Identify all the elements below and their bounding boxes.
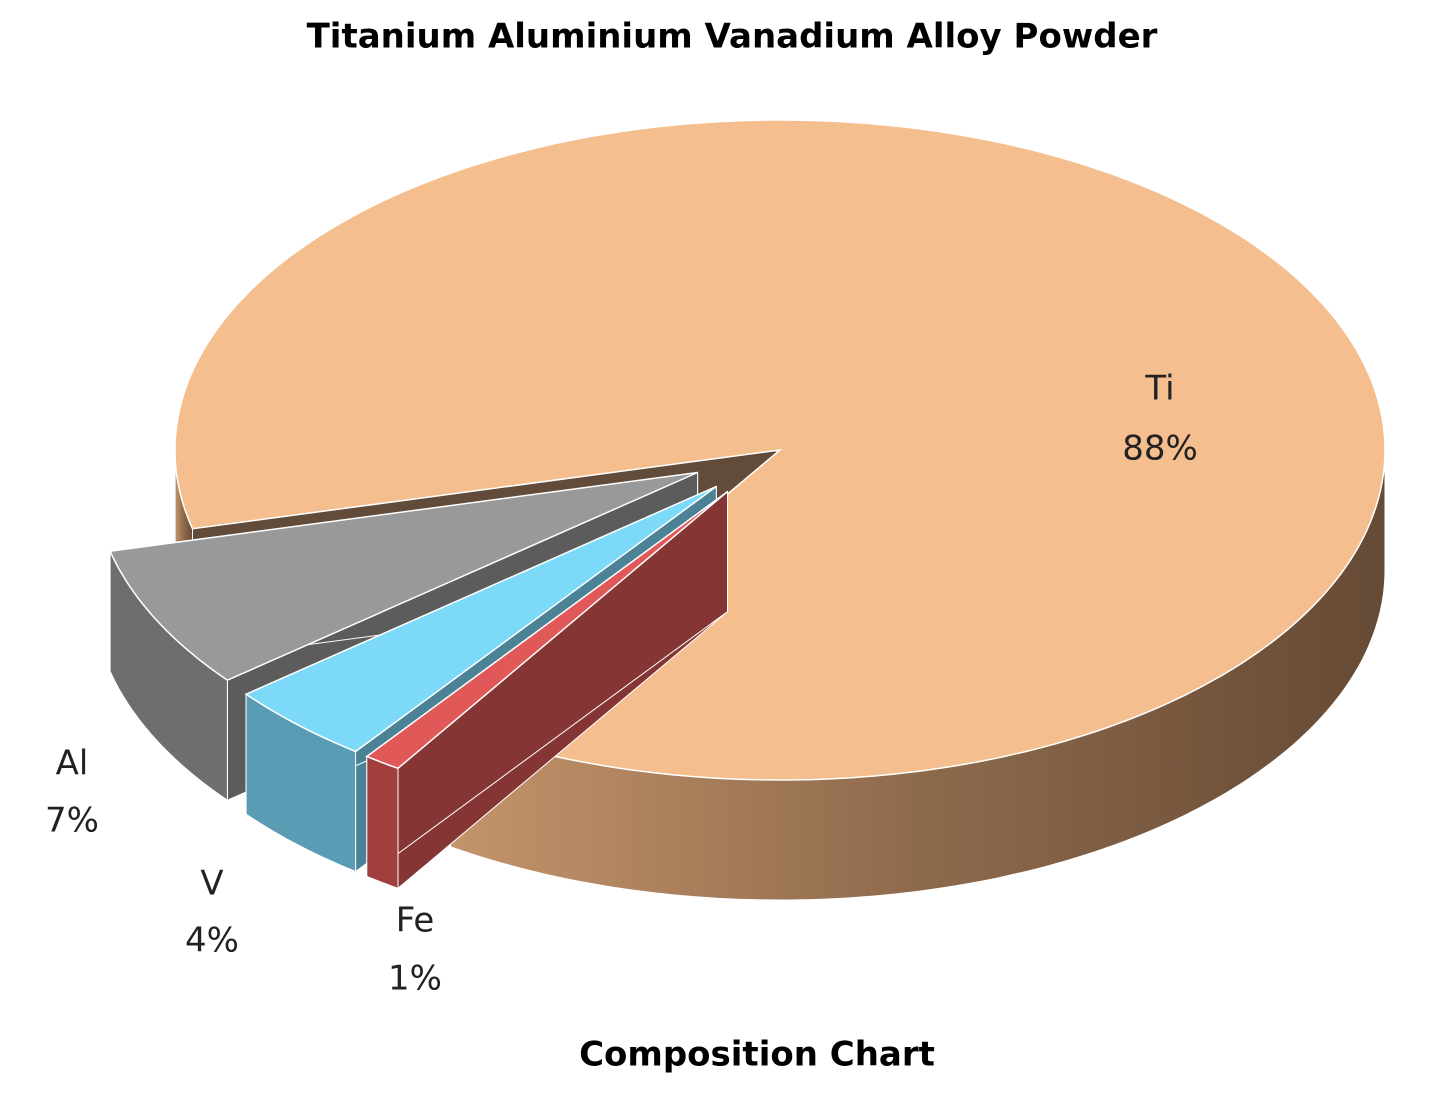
chart-title: Titanium Aluminium Vanadium Alloy Powder	[307, 17, 1158, 57]
slice-value-label: 88%	[1122, 429, 1198, 469]
slice-value-label: 4%	[185, 921, 239, 961]
pie-slice	[244, 485, 717, 753]
slice-label: V	[200, 864, 223, 904]
pie-slice	[108, 471, 698, 682]
slice-value-label: 1%	[388, 959, 442, 999]
pie-slice	[174, 119, 1386, 781]
slice-label: Fe	[396, 901, 435, 941]
slice-value-label: 7%	[45, 801, 99, 841]
slice-rim	[366, 755, 399, 890]
slice-label: Ti	[1144, 369, 1174, 409]
chart-subtitle: Composition Chart	[579, 1035, 935, 1075]
slice-label: Al	[56, 744, 89, 784]
pie-slice	[365, 490, 728, 770]
